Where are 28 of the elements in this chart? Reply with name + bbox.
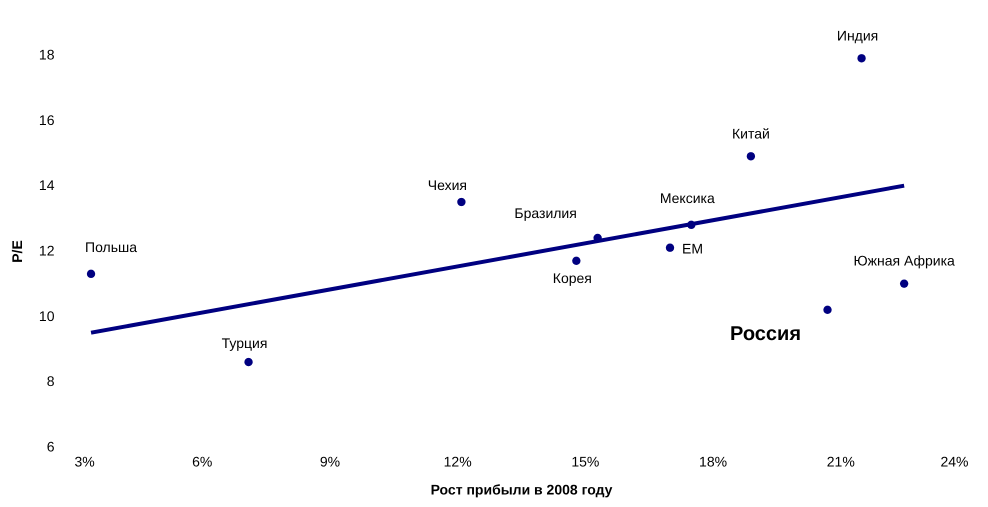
series-label: Мексика [660,190,715,206]
series-label: Индия [836,27,878,44]
y-tick-label: 14 [38,177,55,194]
x-tick-label: 9% [320,454,340,470]
y-axis-title: P/E [8,240,25,263]
series-label: Южная Африка [853,252,956,269]
y-tick-label: 18 [38,46,55,62]
x-tick-label: 21% [826,454,855,470]
x-tick-label: 15% [571,454,600,470]
x-tick-label: 24% [940,454,968,470]
x-tick-label: 18% [699,454,728,470]
y-tick-label: 12 [38,242,55,258]
series-label: EM [682,240,703,257]
y-tick-label: 6 [46,438,55,454]
x-axis-title: Рост прибыли в 2008 году [430,482,613,498]
series-label: Бразилия [514,204,577,221]
series-label: Чехия [428,177,468,193]
y-tick-label: 16 [38,112,55,128]
series-label: Польша [85,238,138,255]
x-tick-label: 3% [74,454,95,470]
series-label: Китай [732,125,770,142]
series-label: Турция [222,335,268,352]
series-label: Корея [552,270,592,286]
y-tick-label: 8 [46,373,55,390]
x-tick-label: 12% [444,454,472,470]
x-tick-label: 6% [192,454,212,470]
y-tick-label: 10 [38,308,55,324]
series-label: Россия [730,322,802,345]
